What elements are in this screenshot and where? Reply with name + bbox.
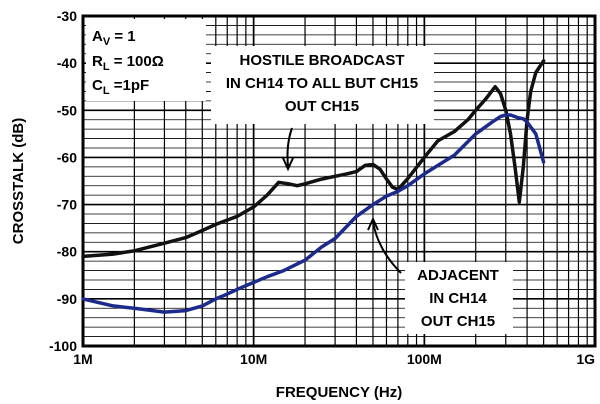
y-tick-label: -60 xyxy=(57,149,77,165)
hostile-annotation: HOSTILE BROADCAST IN CH14 TO ALL BUT CH1… xyxy=(211,46,434,172)
y-tick-label: -80 xyxy=(57,244,77,260)
hostile-arrowhead xyxy=(282,157,294,172)
hostile-line-1: HOSTILE BROADCAST xyxy=(240,52,405,69)
x-tick-label: 100M xyxy=(407,351,442,367)
y-tick-label: -90 xyxy=(57,291,77,307)
x-tick-labels: 1M 10M 100M 1G xyxy=(73,351,595,367)
y-tick-label: -70 xyxy=(57,197,77,213)
condition-cl: CL =1pF xyxy=(92,77,149,97)
y-tick-label: -40 xyxy=(57,55,77,71)
y-tick-labels: -30 -40 -50 -60 -70 -80 -90 -100 xyxy=(49,8,77,354)
adjacent-arrowhead xyxy=(367,216,379,231)
x-tick-label: 1M xyxy=(73,351,92,367)
x-tick-label: 10M xyxy=(240,351,267,367)
hostile-arrow xyxy=(286,127,293,167)
adjacent-line-1: ADJACENT xyxy=(417,267,499,284)
y-tick-label: -100 xyxy=(49,338,77,354)
condition-rl: RL = 100Ω xyxy=(92,53,164,73)
adjacent-line-2: IN CH14 xyxy=(429,290,487,307)
adjacent-arrow xyxy=(372,221,402,274)
hostile-line-2: IN CH14 TO ALL BUT CH15 xyxy=(226,75,418,92)
adjacent-line-3: OUT CH15 xyxy=(421,313,495,330)
y-tick-label: -50 xyxy=(57,102,77,118)
hostile-line-3: OUT CH15 xyxy=(285,98,359,115)
plot-frame xyxy=(81,14,597,348)
conditions-box: AV = 1 RL = 100Ω CL =1pF xyxy=(86,19,206,101)
adjacent-annotation: ADJACENT IN CH14 OUT CH15 xyxy=(367,216,513,334)
x-axis-title: FREQUENCY (Hz) xyxy=(276,384,402,401)
series-layer xyxy=(81,59,546,314)
y-tick-label: -30 xyxy=(57,8,77,24)
adjacent-line xyxy=(81,113,546,314)
condition-av: AV = 1 xyxy=(92,28,136,48)
y-axis-title: CROSSTALK (dB) xyxy=(10,118,27,244)
x-tick-label: 1G xyxy=(576,351,595,367)
hostile-broadcast-line xyxy=(81,59,546,259)
